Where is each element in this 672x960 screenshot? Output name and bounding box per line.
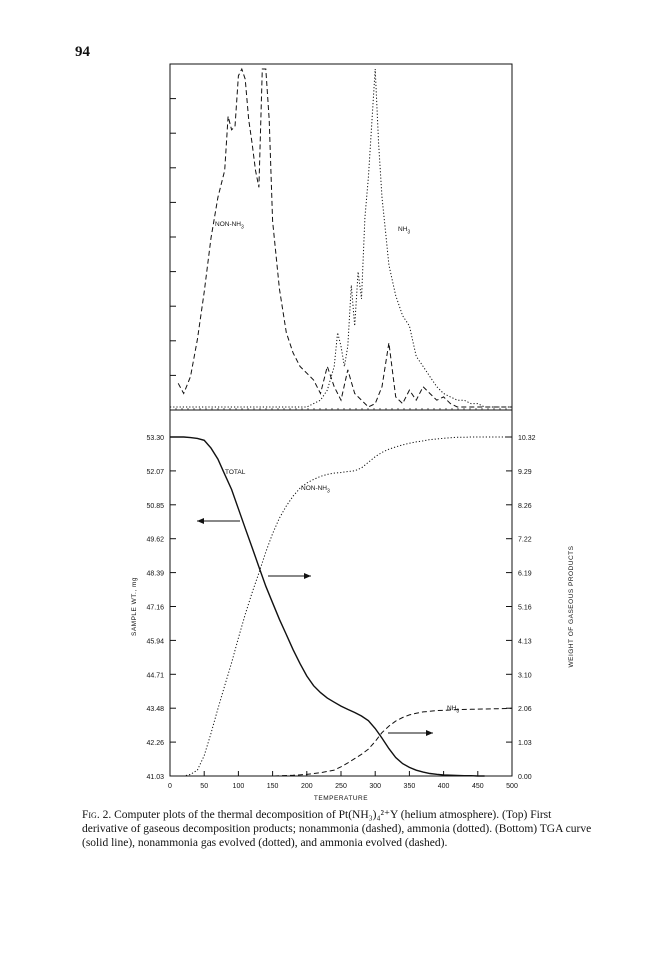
label-nh3-top: NH3 xyxy=(398,226,410,236)
x-tick-label: 150 xyxy=(267,783,279,790)
caption-lead: Fig. 2. xyxy=(82,809,112,821)
right-y-tick-label: 9.29 xyxy=(518,469,532,476)
right-y-tick-label: 1.03 xyxy=(518,740,532,747)
right-y-tick-label: 8.26 xyxy=(518,503,532,510)
left-y-tick-label: 44.71 xyxy=(146,672,164,679)
x-tick-label: 450 xyxy=(472,783,484,790)
left-y-tick-label: 50.85 xyxy=(146,503,164,510)
x-tick-label: 100 xyxy=(233,783,245,790)
right-y-tick-label: 6.19 xyxy=(518,571,532,578)
right-y-tick-label: 2.06 xyxy=(518,706,532,713)
nh3-rate-curve xyxy=(170,68,512,408)
right-y-axis-label: WEIGHT OF GASEOUS PRODUCTS xyxy=(568,545,575,667)
left-y-tick-label: 53.30 xyxy=(146,435,164,442)
left-y-tick-label: 47.16 xyxy=(146,605,164,612)
x-tick-label: 0 xyxy=(168,783,172,790)
right-y-tick-label: 7.22 xyxy=(518,537,532,544)
x-axis-label: TEMPERATURE xyxy=(314,795,368,800)
left-y-tick-label: 41.03 xyxy=(146,774,164,781)
left-y-tick-label: 42.26 xyxy=(146,740,164,747)
x-tick-label: 500 xyxy=(506,783,518,790)
label-non-nh3-top: NON-NH3 xyxy=(215,221,244,231)
right-y-tick-label: 4.13 xyxy=(518,638,532,645)
non-nh3-rate-curve xyxy=(177,67,512,408)
arrow-nh3-to-right-axis xyxy=(388,730,433,736)
left-y-tick-label: 43.48 xyxy=(146,706,164,713)
left-y-tick-label: 52.07 xyxy=(146,469,164,476)
top-panel-curves xyxy=(170,67,512,408)
figure: 53.30 52.07 50.85 49.62 48.39 47.16 45.94 44.71… xyxy=(131,63,575,802)
thermal-decomposition-figure: 53.30 52.07 50.85 49.62 48.39 47.16 45.94 44.71… xyxy=(131,63,575,802)
x-tick-label: 300 xyxy=(369,783,381,790)
figure-labels: NON-NH3 NH3 TOTAL NON-NH3 NH3 xyxy=(215,221,459,715)
label-nh3-bottom: NH3 xyxy=(447,705,459,715)
x-tick-label: 250 xyxy=(335,783,347,790)
left-y-tick-label: 45.94 xyxy=(146,638,164,645)
left-y-tick-label: 49.62 xyxy=(146,537,164,544)
bottom-panel-curves xyxy=(170,436,513,777)
non-nh3-evolved-curve xyxy=(170,436,512,777)
right-y-tick-label: 3.10 xyxy=(518,672,532,679)
label-total: TOTAL xyxy=(225,469,246,476)
total-weight-curve xyxy=(170,436,485,777)
right-y-tick-label: 0.00 xyxy=(518,774,532,781)
x-tick-label: 50 xyxy=(200,783,208,790)
nh3-evolved-curve xyxy=(170,707,513,777)
x-tick-label: 350 xyxy=(404,783,416,790)
bottom-panel-border xyxy=(169,409,513,777)
arrow-to-left-axis xyxy=(197,518,240,524)
caption-text: Computer plots of the thermal decomposit… xyxy=(82,809,592,849)
arrow-to-right-axis xyxy=(268,573,311,579)
label-non-nh3-bottom: NON-NH3 xyxy=(301,485,330,495)
bottom-panel-frame: 53.30 52.07 50.85 49.62 48.39 47.16 45.94 44.71… xyxy=(131,409,575,802)
x-tick-label: 200 xyxy=(301,783,313,790)
left-y-tick-label: 48.39 xyxy=(146,571,164,578)
figure-caption: Fig. 2. Computer plots of the thermal de… xyxy=(82,808,592,850)
top-panel-frame xyxy=(169,63,513,411)
top-panel-border xyxy=(169,63,513,411)
right-y-tick-label: 10.32 xyxy=(518,435,536,442)
page-number: 94 xyxy=(75,44,90,60)
left-y-axis-label: SAMPLE WT., mg xyxy=(131,577,138,636)
x-tick-label: 400 xyxy=(438,783,450,790)
right-y-tick-label: 5.16 xyxy=(518,605,532,612)
